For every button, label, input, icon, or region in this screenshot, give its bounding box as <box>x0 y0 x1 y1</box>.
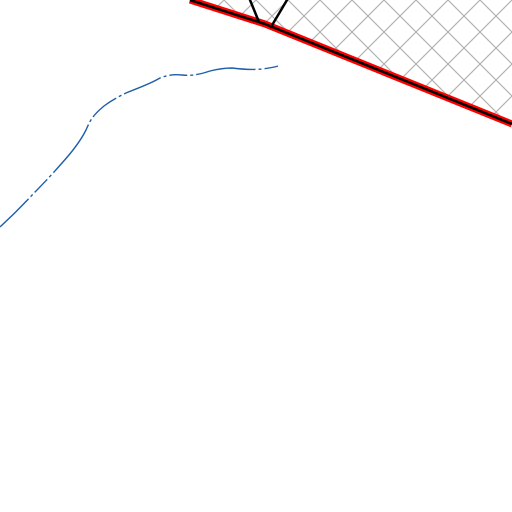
boundary-line-inner <box>189 0 512 126</box>
hatched-area <box>190 0 512 124</box>
stream-line <box>0 65 279 228</box>
road-spur <box>248 0 289 29</box>
